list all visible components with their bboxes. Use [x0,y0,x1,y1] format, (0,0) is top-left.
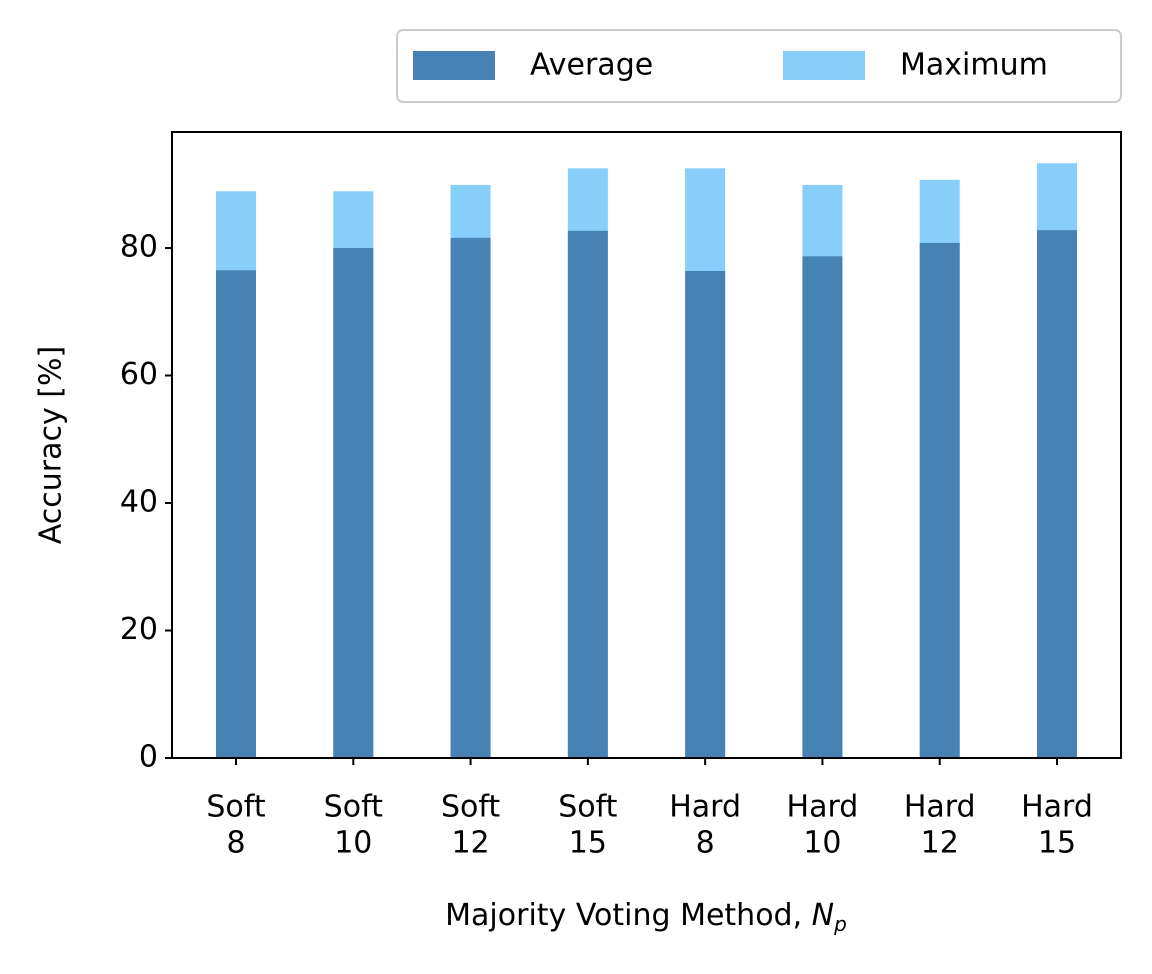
x-tick-label: Soft [441,790,500,825]
x-tick-label: Hard [904,790,976,825]
plot-frame [171,131,1122,759]
x-tick-label: Hard [1021,790,1093,825]
legend-swatch [783,51,865,80]
x-tick-label: 8 [696,826,715,861]
bar [333,248,374,758]
x-tick-label: Soft [206,790,265,825]
x-axis-label-subscript: p [833,912,847,936]
x-tick-label: 10 [803,826,841,861]
bar [567,230,608,759]
x-tick-label: 15 [1038,826,1076,861]
bar [919,242,960,759]
y-tick-label: 0 [139,740,158,775]
x-tick-label: Hard [669,790,741,825]
bar [1037,230,1077,758]
y-axis-label: Accuracy [%] [34,346,69,544]
x-tick-label: 15 [569,826,607,861]
legend-frame [396,29,1122,103]
bar [802,256,843,758]
bar [685,270,726,758]
y-tick-label: 60 [120,357,158,392]
legend-swatch [413,51,495,80]
x-tick-label: 8 [226,826,245,861]
y-tick-label: 40 [120,485,158,520]
legend-label: Maximum [900,48,1048,83]
x-tick-label: 10 [334,826,372,861]
bar [216,270,256,758]
x-tick-label: 12 [451,826,489,861]
y-tick-label: 80 [120,230,158,265]
x-tick-label: Soft [558,790,617,825]
bar [450,237,491,758]
x-axis-label-symbol: N [812,898,834,933]
legend-label: Average [530,48,653,83]
x-axis-label-text: Majority Voting Method, [445,898,802,933]
legend: Average Maximum [396,29,1122,103]
x-tick-label: Soft [324,790,383,825]
x-axis-label: Majority Voting Method, Np [445,898,847,936]
x-tick-label: 12 [921,826,959,861]
x-tick-label: Hard [787,790,859,825]
y-tick-label: 20 [120,612,158,647]
